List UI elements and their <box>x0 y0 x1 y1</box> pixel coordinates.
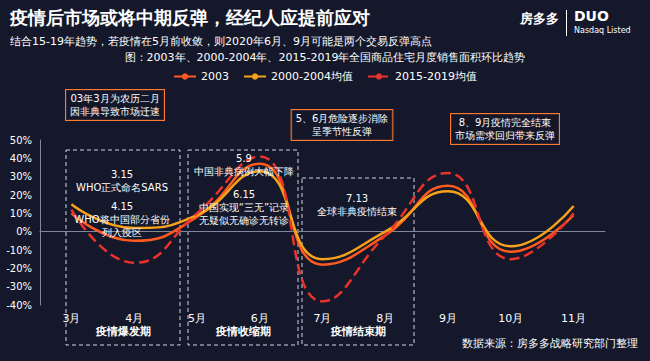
svg-text:-30%: -30% <box>6 281 32 292</box>
svg-text:无疑似无确诊无转诊: 无疑似无确诊无转诊 <box>199 215 289 226</box>
svg-text:WHO将中国部分省份: WHO将中国部分省份 <box>74 214 169 225</box>
svg-text:8、9月疫情完全结束: 8、9月疫情完全结束 <box>459 117 552 128</box>
svg-text:中国实现“三无”记录: 中国实现“三无”记录 <box>199 202 289 213</box>
svg-text:8月: 8月 <box>376 312 394 325</box>
svg-text:03年3月为农历二月: 03年3月为农历二月 <box>70 93 159 104</box>
svg-text:疫情结束期: 疫情结束期 <box>330 325 386 338</box>
svg-text:9月: 9月 <box>439 312 457 325</box>
svg-text:10%: 10% <box>10 208 32 219</box>
svg-text:10月: 10月 <box>498 312 523 325</box>
svg-text:疫情收缩期: 疫情收缩期 <box>215 325 271 338</box>
svg-text:3月: 3月 <box>62 312 80 325</box>
svg-text:疫情后市场或将中期反弹，经纪人应提前应对: 疫情后市场或将中期反弹，经纪人应提前应对 <box>9 7 370 28</box>
svg-text:全球非典疫情结束: 全球非典疫情结束 <box>317 206 397 217</box>
svg-text:结合15-19年趋势，若疫情在5月前收敛，则2020年6月、: 结合15-19年趋势，若疫情在5月前收敛，则2020年6月、9月可能是两个交易反… <box>10 35 432 48</box>
svg-text:4.15: 4.15 <box>111 201 133 212</box>
svg-text:房多多: 房多多 <box>519 11 559 26</box>
svg-text:0%: 0% <box>16 226 32 237</box>
svg-text:6月: 6月 <box>251 312 269 325</box>
svg-text:因非典导致市场迁速: 因非典导致市场迁速 <box>70 106 160 117</box>
svg-text:-20%: -20% <box>6 263 32 274</box>
svg-text:40%: 40% <box>10 153 32 164</box>
svg-text:2003: 2003 <box>201 70 229 83</box>
svg-text:4月: 4月 <box>125 312 143 325</box>
svg-text:7.13: 7.13 <box>346 193 368 204</box>
svg-text:WHO正式命名SARS: WHO正式命名SARS <box>76 182 168 193</box>
svg-text:11月: 11月 <box>561 312 586 325</box>
svg-text:Nasdaq Listed: Nasdaq Listed <box>574 26 631 35</box>
svg-text:3.15: 3.15 <box>111 169 133 180</box>
svg-text:50%: 50% <box>10 135 32 146</box>
svg-text:5.9: 5.9 <box>236 153 252 164</box>
svg-text:呈季节性反弹: 呈季节性反弹 <box>312 126 372 137</box>
svg-text:疫情爆发期: 疫情爆发期 <box>95 325 151 338</box>
svg-text:数据来源：房多多战略研究部门整理: 数据来源：房多多战略研究部门整理 <box>462 337 638 350</box>
svg-text:2015-2019均值: 2015-2019均值 <box>395 70 477 83</box>
svg-text:列入疫区: 列入疫区 <box>102 227 142 238</box>
svg-text:5月: 5月 <box>188 312 206 325</box>
svg-text:-10%: -10% <box>6 245 32 256</box>
svg-text:中国非典病例大幅下降: 中国非典病例大幅下降 <box>194 166 294 177</box>
svg-text:2000-2004均值: 2000-2004均值 <box>271 70 353 83</box>
svg-text:-40%: -40% <box>6 300 32 311</box>
svg-text:6.15: 6.15 <box>233 189 255 200</box>
svg-text:5、6月危险逐步消除: 5、6月危险逐步消除 <box>296 113 389 124</box>
svg-text:图：2003年、2000-2004年、2015-2019年全: 图：2003年、2000-2004年、2015-2019年全国商品住宅月度销售面… <box>125 51 526 64</box>
svg-text:20%: 20% <box>10 190 32 201</box>
svg-text:7月: 7月 <box>314 312 332 325</box>
svg-text:市场需求回归带来反弹: 市场需求回归带来反弹 <box>455 130 555 141</box>
svg-text:30%: 30% <box>10 171 32 182</box>
svg-text:DUO: DUO <box>574 8 609 24</box>
